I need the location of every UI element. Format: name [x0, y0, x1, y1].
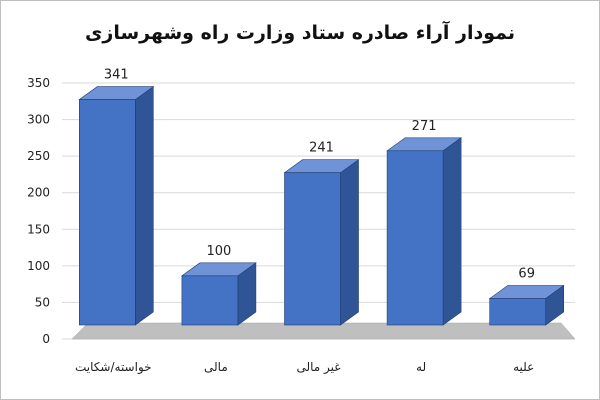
data-label: 69	[518, 267, 535, 282]
bar-front	[181, 275, 239, 326]
bar	[180, 262, 257, 326]
x-tick-label: مالی	[204, 360, 228, 374]
data-label: 241	[309, 141, 334, 156]
x-tick-label: له	[416, 360, 426, 374]
chart-title: نمودار آراء صادره ستاد وزارت راه وشهرساز…	[84, 22, 516, 44]
x-axis-ticks: خواسته/شکایت مالی غیر مالی له علیه	[75, 360, 534, 375]
bar	[386, 137, 463, 326]
bar-side	[135, 85, 154, 326]
data-label: 271	[412, 119, 437, 134]
bar-side	[340, 159, 359, 326]
chart-floor	[71, 322, 576, 340]
data-label: 100	[206, 244, 231, 259]
x-tick-label: غیر مالی	[296, 360, 340, 375]
bars	[78, 85, 565, 326]
y-tick-label: 0	[42, 332, 50, 346]
floor-plane	[71, 322, 576, 340]
bar-front	[489, 298, 547, 326]
y-tick-label: 150	[27, 222, 50, 236]
data-labels: 341 100 241 271 69	[104, 68, 535, 282]
bar-side	[442, 137, 462, 326]
y-tick-label: 300	[27, 113, 50, 127]
y-tick-label: 250	[27, 149, 50, 163]
bar-front	[284, 172, 341, 326]
y-tick-label: 50	[35, 295, 50, 309]
bar	[78, 85, 155, 326]
y-axis-ticks: 0 50 100 150 200 250 300 350	[27, 76, 50, 346]
bar	[283, 159, 360, 326]
y-tick-label: 100	[27, 259, 50, 273]
y-tick-label: 200	[27, 186, 50, 200]
x-tick-label: خواسته/شکایت	[75, 360, 152, 375]
data-label: 341	[104, 68, 129, 83]
x-tick-label: علیه	[513, 360, 534, 374]
y-tick-label: 350	[27, 76, 50, 90]
bar	[488, 284, 565, 326]
bar-front	[79, 99, 136, 326]
bar-front	[386, 150, 444, 326]
